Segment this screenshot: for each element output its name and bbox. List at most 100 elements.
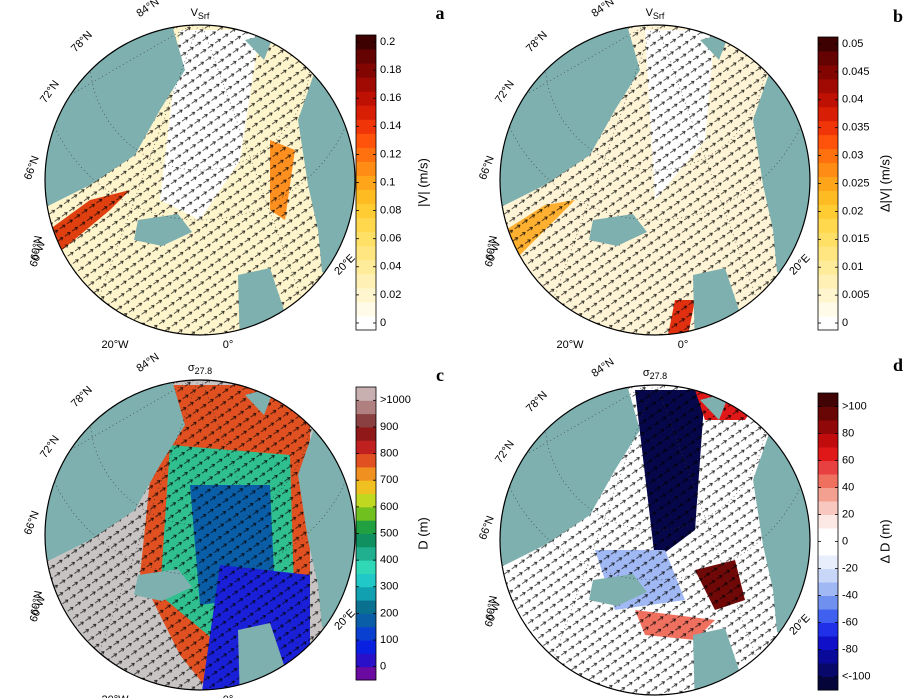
colorbar-tick-label: 0.2 — [380, 36, 395, 48]
colorbar-tick-label: 20 — [842, 508, 854, 520]
lat-label: 78°N — [69, 29, 95, 55]
colorbar-segment — [356, 494, 376, 508]
panel-letter: b — [893, 6, 903, 26]
colorbar-tick-label: 0.01 — [842, 261, 863, 273]
colorbar-segment — [356, 627, 376, 641]
colorbar-tick-label: 500 — [380, 527, 398, 539]
colorbar-tick-label: -20 — [842, 562, 858, 574]
colorbar-tick-label: 0.005 — [842, 289, 870, 301]
colorbar-segment — [818, 135, 838, 149]
colorbar-tick-label: 0.03 — [842, 150, 863, 162]
lat-label: 84°N — [589, 356, 616, 380]
lat-label: 84°N — [589, 0, 616, 20]
colorbar-tick-label: 0.05 — [842, 38, 863, 50]
colorbar-tick-label: 80 — [842, 427, 854, 439]
colorbar-segment — [818, 596, 838, 610]
colorbar-label: Δ D (m) — [877, 519, 892, 563]
lon-label: 20°W — [101, 694, 129, 698]
lon-label: 0° — [678, 339, 689, 351]
colorbar-segment — [818, 623, 838, 637]
colorbar-tick-label: 0.1 — [380, 176, 395, 188]
lat-label: 84°N — [134, 351, 161, 375]
colorbar-segment — [356, 454, 376, 468]
map-title: VSrf — [191, 7, 210, 21]
colorbar-tick-label: >1000 — [380, 394, 411, 406]
colorbar-tick-label: 0.14 — [380, 120, 401, 132]
lon-label: 0° — [223, 694, 234, 698]
colorbar-segment — [356, 302, 376, 317]
colorbar-tick-label: 600 — [380, 501, 398, 513]
colorbar-segment — [818, 274, 838, 288]
colorbar-segment — [818, 650, 838, 664]
colorbar-segment — [356, 467, 376, 481]
title-sub: 27.8 — [195, 366, 213, 376]
colorbar-tick-label: 0.16 — [380, 92, 401, 104]
colorbar-segment — [356, 161, 376, 176]
map-title: VSrf — [646, 7, 665, 21]
colorbar-segment — [356, 653, 376, 667]
lat-label: 66°N — [22, 154, 42, 181]
lon-label: 20°W — [101, 339, 129, 351]
lon-label: 20°E — [787, 612, 812, 637]
colorbar-tick-label: 400 — [380, 554, 398, 566]
colorbar-segment — [818, 663, 838, 677]
colorbar-label: D (m) — [415, 517, 430, 550]
colorbar-segment — [356, 640, 376, 654]
lat-label: 66°N — [477, 154, 497, 181]
map-panel: VSrf84°N78°N72°N66°N60°N60°W20°W0°20°E — [0, 0, 370, 351]
colorbar-tick-label: 800 — [380, 447, 398, 459]
colorbar-segment — [356, 218, 376, 233]
lat-label: 78°N — [524, 29, 550, 55]
lat-label: 78°N — [69, 384, 95, 410]
colorbar-segment — [818, 528, 838, 542]
lat-label: 66°N — [22, 509, 42, 536]
colorbar-segment — [356, 400, 376, 414]
colorbar-segment — [356, 246, 376, 261]
colorbar-segment — [818, 501, 838, 515]
colorbar-tick-label: 900 — [380, 421, 398, 433]
colorbar-segment — [818, 677, 838, 691]
colorbar-tick-label: 0.04 — [380, 261, 401, 273]
colorbar-tick-label: 0.18 — [380, 64, 401, 76]
lon-label: 20°E — [332, 252, 357, 277]
colorbar-tick-label: 0.015 — [842, 233, 870, 245]
colorbar-tick-label: 300 — [380, 581, 398, 593]
colorbar-tick-label: 700 — [380, 474, 398, 486]
colorbar-segment — [818, 447, 838, 461]
colorbar-segment — [356, 480, 376, 494]
lat-label: 72°N — [38, 78, 62, 105]
colorbar-tick-label: 0.04 — [842, 94, 863, 106]
panel-letter: d — [893, 355, 903, 375]
colorbar-segment — [818, 582, 838, 596]
colorbar-segment — [356, 440, 376, 454]
colorbar-segment — [356, 587, 376, 601]
colorbar-tick-label: 200 — [380, 607, 398, 619]
map-title: σ27.8 — [643, 367, 667, 381]
colorbar-segment — [818, 609, 838, 623]
colorbar-tick-label: -80 — [842, 643, 858, 655]
map-title: σ27.8 — [188, 362, 212, 376]
map-area — [0, 0, 370, 350]
colorbar-tick-label: 0.025 — [842, 177, 870, 189]
title-sub: 27.8 — [650, 371, 668, 381]
title-sub: Srf — [198, 11, 210, 21]
colorbar-tick-label: 0.045 — [842, 66, 870, 78]
lat-label: 72°N — [493, 78, 517, 105]
colorbar-segment — [356, 414, 376, 428]
colorbar-segment — [818, 542, 838, 556]
colorbar-segment — [356, 534, 376, 548]
colorbar-segment — [818, 420, 838, 434]
colorbar-segment — [818, 434, 838, 448]
colorbar-segment — [818, 461, 838, 475]
colorbar-segment — [818, 190, 838, 204]
colorbar-segment — [818, 488, 838, 502]
colorbar-tick-label: 0.02 — [380, 289, 401, 301]
colorbar-segment — [818, 474, 838, 488]
colorbar-segment — [356, 387, 376, 401]
colorbar-segment — [818, 569, 838, 583]
colorbar-segment — [356, 613, 376, 627]
colorbar-segment — [818, 407, 838, 421]
colorbar-segment — [356, 274, 376, 289]
colorbar-segment — [818, 51, 838, 65]
